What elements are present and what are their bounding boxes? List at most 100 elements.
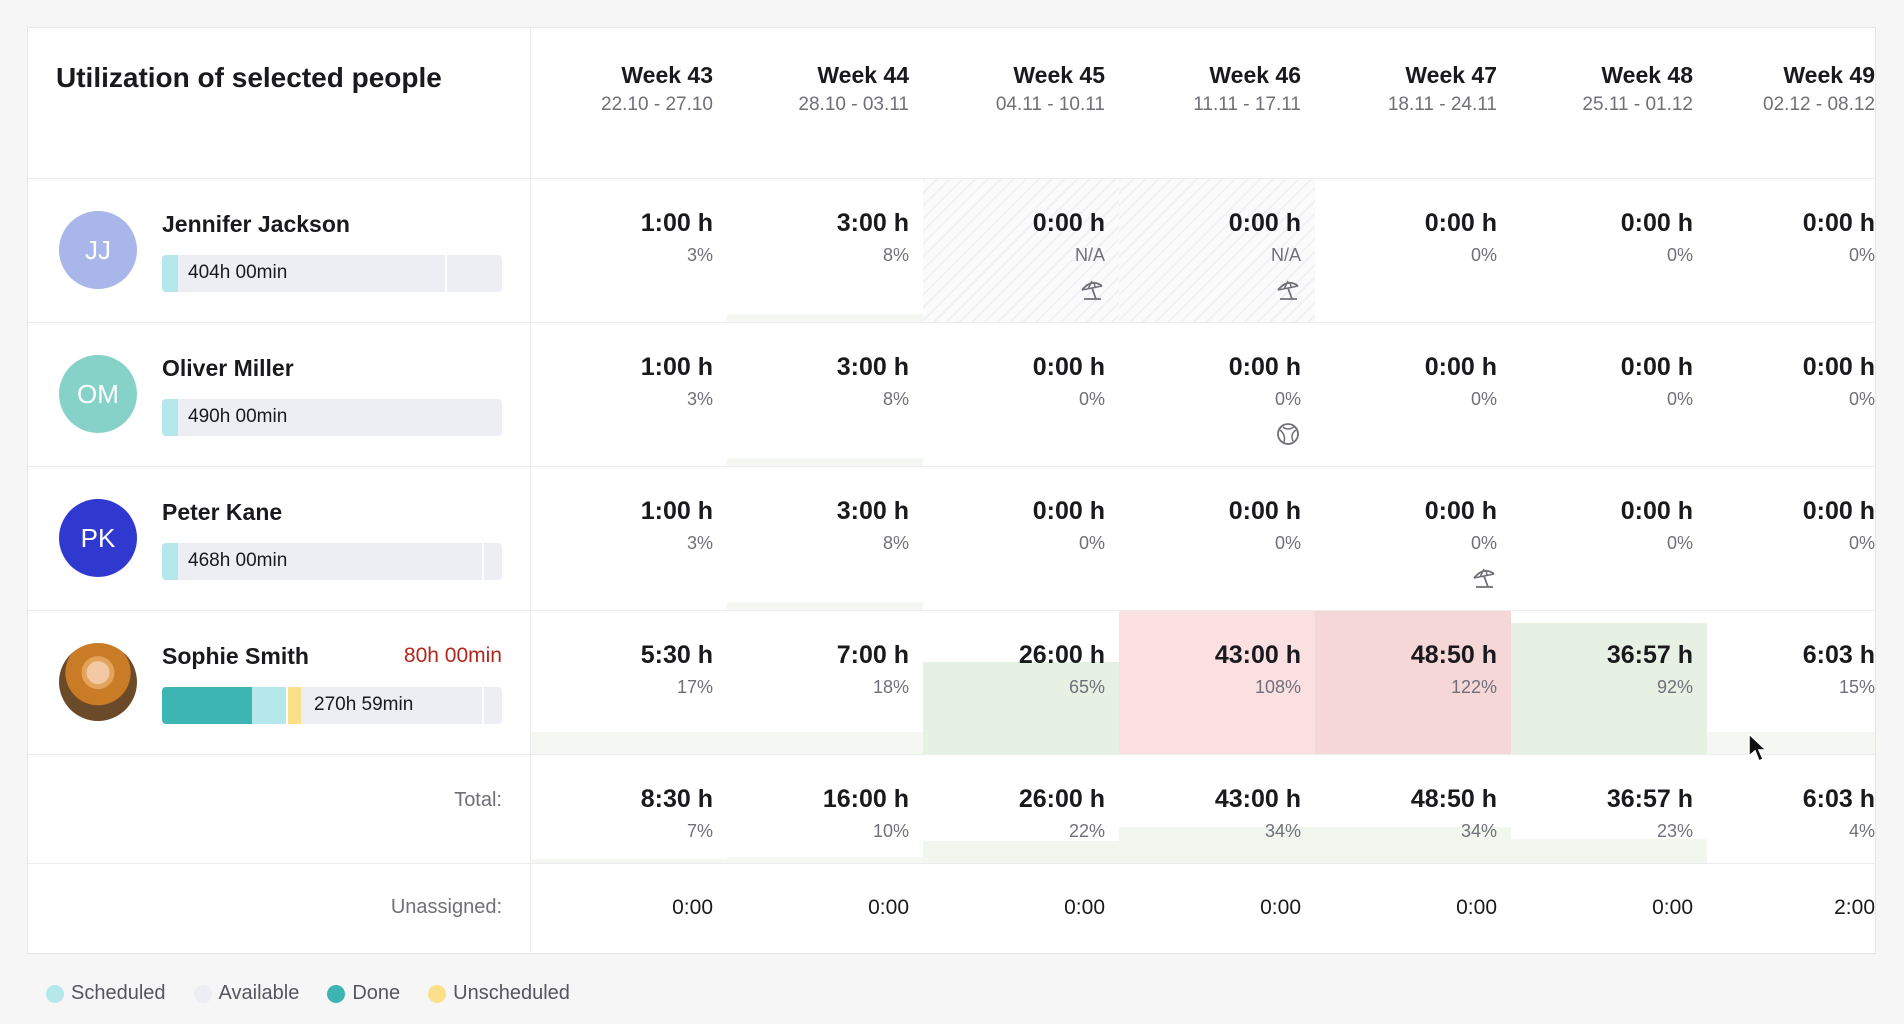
person-info: OM Oliver Miller 490h 00min <box>28 323 531 466</box>
week-name: Week 45 <box>1013 62 1105 88</box>
cell-percent: 0% <box>1848 533 1875 553</box>
scheduled-segment <box>162 255 178 292</box>
cell-hours: 0:00 h <box>1424 353 1497 381</box>
unassigned-value[interactable]: 0:00 <box>672 896 713 919</box>
week-cell-overbooked[interactable]: 48:50 h 122% <box>1315 611 1511 754</box>
unassigned-cells: 0:00 0:00 0:00 0:00 0:00 0:00 2:00 <box>531 864 1875 952</box>
week-cell[interactable]: 36:57 h 92% <box>1511 611 1707 754</box>
week-cell[interactable]: 3:00 h 8% <box>727 467 923 610</box>
unassigned-value[interactable]: 2:00 <box>1834 896 1875 919</box>
week-cell-absence[interactable]: 0:00 h N/A <box>923 179 1119 322</box>
total-cell: 43:00 h 34% <box>1119 755 1315 863</box>
week-cell[interactable]: 0:00 h 0% <box>1315 323 1511 466</box>
week-cells: 1:00 h 3% 3:00 h 8% 0:00 h N/A 0:00 h N/… <box>531 179 1875 322</box>
week-cell[interactable]: 3:00 h 8% <box>727 179 923 322</box>
mouse-cursor-icon <box>1748 733 1768 763</box>
scheduled-dot-icon <box>46 984 64 1003</box>
week-cell-overbooked[interactable]: 43:00 h 108% <box>1119 611 1315 754</box>
week-cell[interactable]: 0:00 h 0% <box>1119 323 1315 466</box>
week-name: Week 47 <box>1405 62 1497 88</box>
week-cell-absence[interactable]: 0:00 h N/A <box>1119 179 1315 322</box>
cell-hours: 48:50 h <box>1410 785 1497 813</box>
cell-hours: 7:00 h <box>836 641 909 669</box>
capacity-label: 404h 00min <box>188 262 288 283</box>
cell-percent: 8% <box>882 389 909 409</box>
week-cell[interactable]: 1:00 h 3% <box>531 179 727 322</box>
avatar[interactable]: PK <box>59 499 137 577</box>
week-cell[interactable]: 0:00 h 0% <box>1707 323 1875 466</box>
unassigned-value[interactable]: 0:00 <box>1652 896 1693 919</box>
cell-percent: 122% <box>1450 677 1497 697</box>
person-name[interactable]: Sophie Smith <box>162 643 309 669</box>
unscheduled-dot-icon <box>428 984 447 1003</box>
person-row[interactable]: Sophie Smith 80h 00min 270h 59min 5:30 h… <box>28 611 1875 755</box>
person-info: Sophie Smith 80h 00min 270h 59min <box>28 611 531 754</box>
week-dates: 28.10 - 03.11 <box>798 94 909 115</box>
cell-percent: 15% <box>1838 677 1875 697</box>
week-header[interactable]: Week 47 18.11 - 24.11 <box>1315 28 1511 178</box>
week-dates: 25.11 - 01.12 <box>1582 94 1693 115</box>
capacity-label: 468h 00min <box>188 550 288 571</box>
person-name[interactable]: Oliver Miller <box>162 355 294 381</box>
week-cell[interactable]: 1:00 h 3% <box>531 323 727 466</box>
avatar-photo[interactable] <box>59 643 137 721</box>
table-header-left: Utilization of selected people <box>28 28 531 179</box>
avatar[interactable]: JJ <box>59 211 137 289</box>
unassigned-value[interactable]: 0:00 <box>1260 896 1301 919</box>
week-cell[interactable]: 5:30 h 17% <box>531 611 727 754</box>
legend-item-unscheduled: Unscheduled <box>428 982 570 1005</box>
week-cell[interactable]: 0:00 h 0% <box>1511 323 1707 466</box>
week-cell[interactable]: 0:00 h 0% <box>923 323 1119 466</box>
cell-percent: 34% <box>1264 821 1301 841</box>
person-row[interactable]: PK Peter Kane 468h 00min 1:00 h 3% 3:00 … <box>28 467 1875 611</box>
week-cell[interactable]: 0:00 h 0% <box>1511 467 1707 610</box>
done-segment <box>162 687 252 724</box>
week-cell[interactable]: 0:00 h 0% <box>923 467 1119 610</box>
unassigned-value[interactable]: 0:00 <box>1456 896 1497 919</box>
week-cell[interactable]: 26:00 h 65% <box>923 611 1119 754</box>
week-cell[interactable]: 0:00 h 0% <box>1119 467 1315 610</box>
week-cell[interactable]: 0:00 h 0% <box>1315 179 1511 322</box>
week-cell[interactable]: 0:00 h 0% <box>1707 179 1875 322</box>
person-row[interactable]: JJ Jennifer Jackson 404h 00min 1:00 h 3%… <box>28 179 1875 323</box>
week-cell[interactable]: 0:00 h 0% <box>1707 467 1875 610</box>
unassigned-value[interactable]: 0:00 <box>1064 896 1105 919</box>
person-name[interactable]: Peter Kane <box>162 499 283 525</box>
week-header[interactable]: Week 49 02.12 - 08.12 <box>1707 28 1875 178</box>
legend: Scheduled Available Done Unscheduled <box>46 982 570 1005</box>
week-cell[interactable]: 3:00 h 8% <box>727 323 923 466</box>
cell-percent: 0% <box>1666 245 1693 265</box>
legend-label: Scheduled <box>71 982 166 1004</box>
avatar[interactable]: OM <box>59 355 137 433</box>
capacity-bar: 404h 00min <box>162 255 502 292</box>
cell-percent: 0% <box>1078 389 1105 409</box>
week-header[interactable]: Week 46 11.11 - 17.11 <box>1119 28 1315 178</box>
week-header[interactable]: Week 43 22.10 - 27.10 <box>531 28 727 178</box>
week-dates: 04.11 - 10.11 <box>995 94 1105 115</box>
utilization-panel: Utilization of selected people Week 43 2… <box>27 27 1876 954</box>
week-header[interactable]: Week 45 04.11 - 10.11 <box>923 28 1119 178</box>
person-name[interactable]: Jennifer Jackson <box>162 211 350 237</box>
week-cell[interactable]: 0:00 h 0% <box>1511 179 1707 322</box>
cell-hours: 0:00 h <box>1032 353 1105 381</box>
week-cell[interactable]: 1:00 h 3% <box>531 467 727 610</box>
person-row[interactable]: OM Oliver Miller 490h 00min 1:00 h 3% 3:… <box>28 323 1875 467</box>
cell-hours: 16:00 h <box>822 785 909 813</box>
week-cell[interactable]: 0:00 h 0% <box>1315 467 1511 610</box>
week-cell[interactable]: 7:00 h 18% <box>727 611 923 754</box>
week-name: Week 46 <box>1209 62 1301 88</box>
cell-hours: 0:00 h <box>1228 209 1301 237</box>
week-header[interactable]: Week 48 25.11 - 01.12 <box>1511 28 1707 178</box>
week-cell[interactable]: 6:03 h 15% <box>1707 611 1875 754</box>
unassigned-label: Unassigned: <box>390 896 502 918</box>
cell-hours: 0:00 h <box>1802 209 1875 237</box>
cell-hours: 0:00 h <box>1032 209 1105 237</box>
unassigned-value[interactable]: 0:00 <box>868 896 909 919</box>
cell-hours: 0:00 h <box>1620 209 1693 237</box>
week-header[interactable]: Week 44 28.10 - 03.11 <box>727 28 923 178</box>
cell-percent: 3% <box>686 389 713 409</box>
capacity-bar: 270h 59min <box>162 687 502 724</box>
bar-divider <box>482 543 484 580</box>
cell-hours: 0:00 h <box>1032 497 1105 525</box>
page-title: Utilization of selected people <box>56 62 442 93</box>
